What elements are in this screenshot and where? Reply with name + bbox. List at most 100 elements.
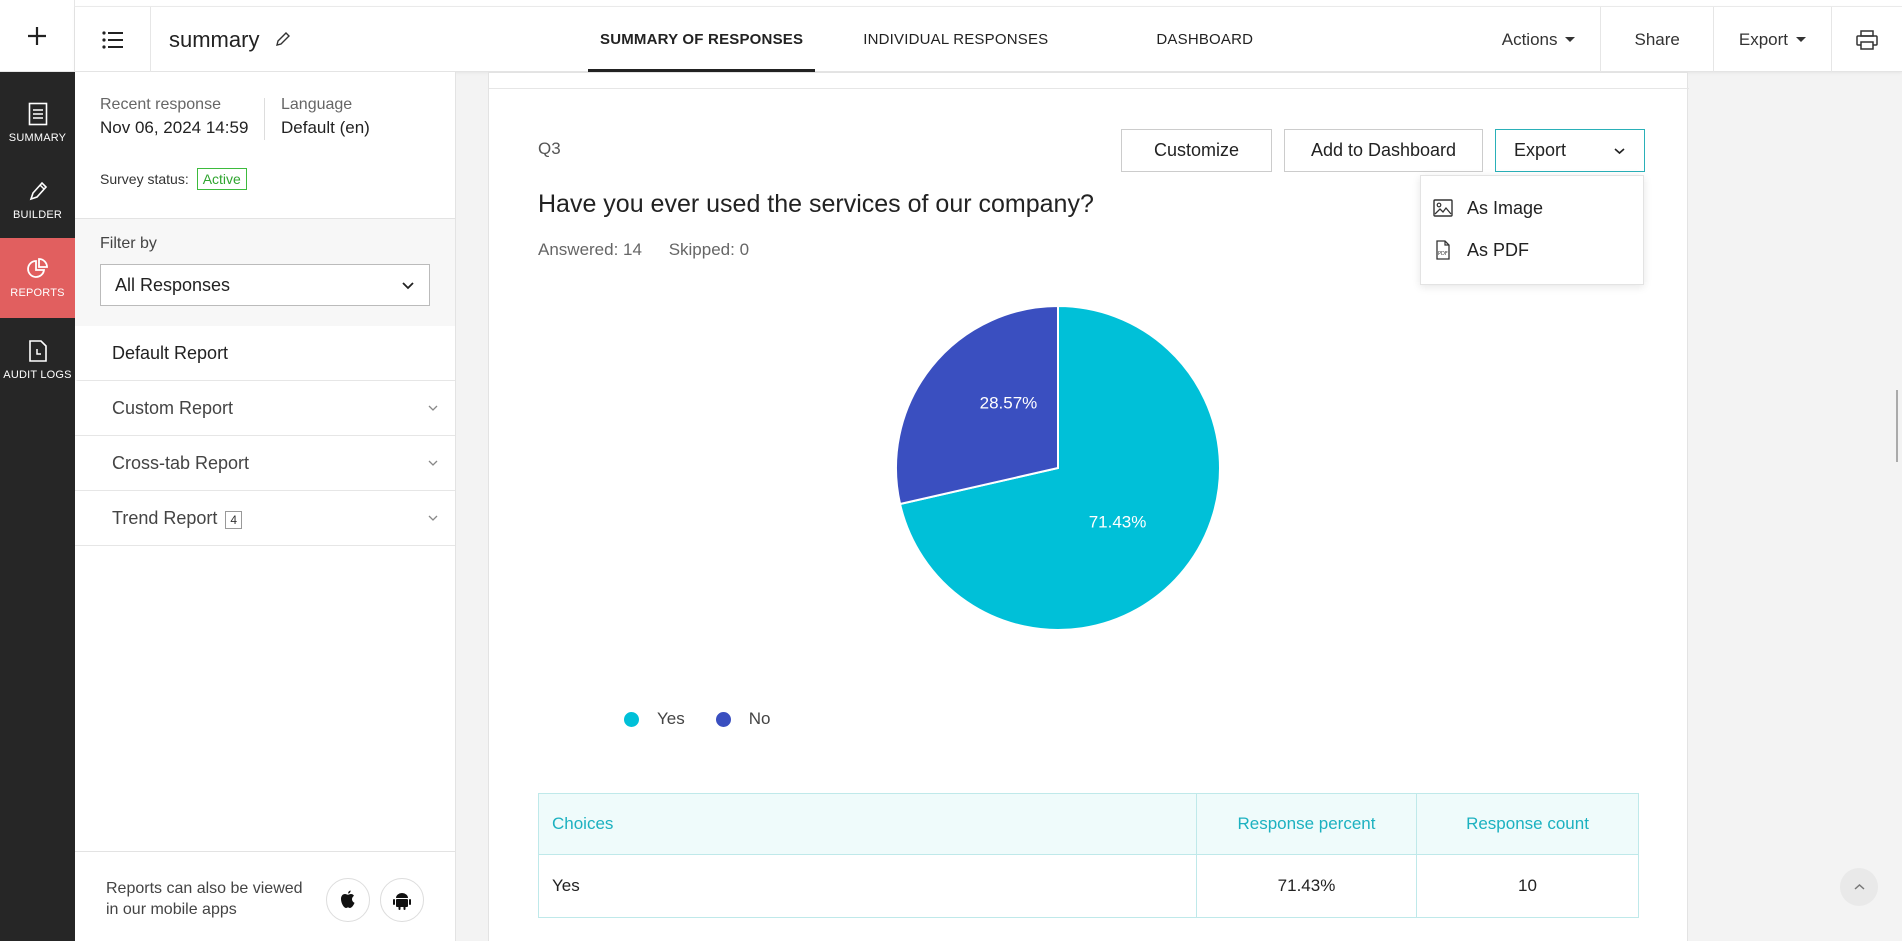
report-item-default[interactable]: Default Report [75,326,455,381]
rail-item-reports[interactable]: REPORTS [0,238,75,318]
share-button[interactable]: Share [1600,7,1712,72]
legend-label: Yes [657,709,685,728]
report-tabs: SUMMARY OF RESPONSES INDIVIDUAL RESPONSE… [513,7,1253,72]
language: Language Default (en) [281,96,370,138]
top-bar: summary SUMMARY OF RESPONSES INDIVIDUAL … [75,7,1902,72]
survey-list-button[interactable] [75,7,151,72]
ios-app-button[interactable] [326,878,370,922]
actions-label: Actions [1501,29,1558,49]
column-header-percent: Response percent [1196,793,1417,855]
left-rail: SUMMARY BUILDER REPORTS AUDIT LOGS [0,0,75,941]
answered-count: Answered: 14 [538,240,642,259]
meta-divider [264,98,265,140]
filter-value: All Responses [115,274,231,295]
caret-down-icon [1565,37,1576,42]
recent-response-value: Nov 06, 2024 14:59 [100,118,249,137]
rail-item-label: REPORTS [10,287,65,299]
top-actions: Actions Share Export [1477,7,1902,72]
pie-slice-no[interactable] [895,304,1059,506]
question-stats: Answered: 14 Skipped: 0 [538,240,749,260]
export-as-pdf-label: As PDF [1467,239,1530,260]
report-item-trend[interactable]: Trend Report 4 [75,491,455,546]
add-to-dashboard-button[interactable]: Add to Dashboard [1284,129,1483,172]
chevron-down-icon [428,460,438,466]
android-app-button[interactable] [380,878,424,922]
tab-summary-of-responses[interactable]: SUMMARY OF RESPONSES [587,7,816,72]
card-top-strip [489,73,1689,89]
scrollbar-marker[interactable] [1896,390,1898,462]
rail-item-builder[interactable]: BUILDER [0,160,75,240]
export-menu[interactable]: Export [1712,7,1831,72]
chevron-down-icon [402,281,414,289]
pie-chart-icon [26,258,48,278]
recent-response: Recent response Nov 06, 2024 14:59 [100,96,248,138]
pencil-icon [29,181,47,201]
customize-button[interactable]: Customize [1121,129,1272,172]
pdf-file-icon: PDF [1436,240,1450,260]
chart-legend: Yes No [624,709,801,729]
rail-item-summary[interactable]: SUMMARY [0,83,75,163]
rail-item-audit-logs[interactable]: AUDIT LOGS [0,320,75,400]
choice-cell: Yes [538,854,1197,918]
language-label: Language [281,96,353,113]
chevron-down-icon [1614,147,1625,154]
legend-swatch [715,711,731,727]
apple-icon [341,890,355,908]
column-header-count: Response count [1416,793,1639,855]
pie-slice-yes[interactable] [898,304,1221,631]
table-row: Yes 71.43% 10 [538,854,1639,918]
share-label: Share [1634,29,1680,49]
question-title: Have you ever used the services of our c… [538,190,1094,218]
question-number: Q3 [538,139,561,158]
report-item-label: Cross-tab Report [112,452,250,473]
legend-label: No [748,709,771,728]
edit-name-button[interactable] [275,31,291,52]
filter-select[interactable]: All Responses [100,264,430,306]
actions-menu[interactable]: Actions [1477,7,1601,72]
pie-data-label: 71.43% [1089,512,1147,531]
report-item-cross-tab[interactable]: Cross-tab Report [75,436,455,491]
recent-response-label: Recent response [100,96,221,113]
mobile-apps-text: Reports can also be viewed in our mobile… [106,880,303,918]
rail-item-label: BUILDER [12,209,63,221]
question-export-label: Export [1514,140,1567,160]
chevron-up-icon [1854,883,1864,890]
report-item-label: Trend Report [112,507,218,528]
filter-label: Filter by [100,235,157,252]
create-button[interactable] [0,0,75,72]
column-header-choices: Choices [538,793,1197,855]
language-value: Default (en) [281,118,370,137]
count-cell: 10 [1416,854,1639,918]
pie-chart: 71.43% 28.57% [895,304,1221,631]
status-label: Survey status: [100,171,189,187]
survey-name: summary [169,27,260,52]
printer-icon [1856,29,1878,50]
rail-item-label: AUDIT LOGS [3,369,72,381]
report-list: Default Report Custom Report Cross-tab R… [75,326,455,546]
mobile-apps-footer: Reports can also be viewed in our mobile… [75,851,455,941]
skipped-count: Skipped: 0 [668,240,750,259]
scroll-to-top-button[interactable] [1840,868,1878,906]
pie-data-label: 28.57% [980,394,1038,413]
report-item-label: Custom Report [112,397,234,418]
chevron-down-icon [428,405,438,411]
list-icon [101,30,123,49]
report-item-custom[interactable]: Custom Report [75,381,455,436]
customize-label: Customize [1153,140,1240,160]
export-as-image-label: As Image [1467,197,1544,218]
legend-item-no: No [715,709,771,729]
plus-icon [28,26,46,45]
tab-dashboard[interactable]: DASHBOARD [1156,31,1254,48]
response-table: Choices Response percent Response count … [538,793,1639,918]
print-button[interactable] [1831,7,1902,72]
export-as-pdf[interactable]: PDF As PDF [1421,229,1643,271]
question-export-button[interactable]: Export [1495,129,1645,172]
table-header-row: Choices Response percent Response count [538,793,1639,855]
export-dropdown: As Image PDF As PDF [1420,175,1644,285]
status-badge: Active [196,168,247,190]
report-item-label: Default Report [112,342,229,363]
tab-individual-responses[interactable]: INDIVIDUAL RESPONSES [863,31,1049,48]
export-as-image[interactable]: As Image [1421,187,1643,229]
caret-down-icon [1796,37,1806,42]
chevron-down-icon [428,515,438,521]
